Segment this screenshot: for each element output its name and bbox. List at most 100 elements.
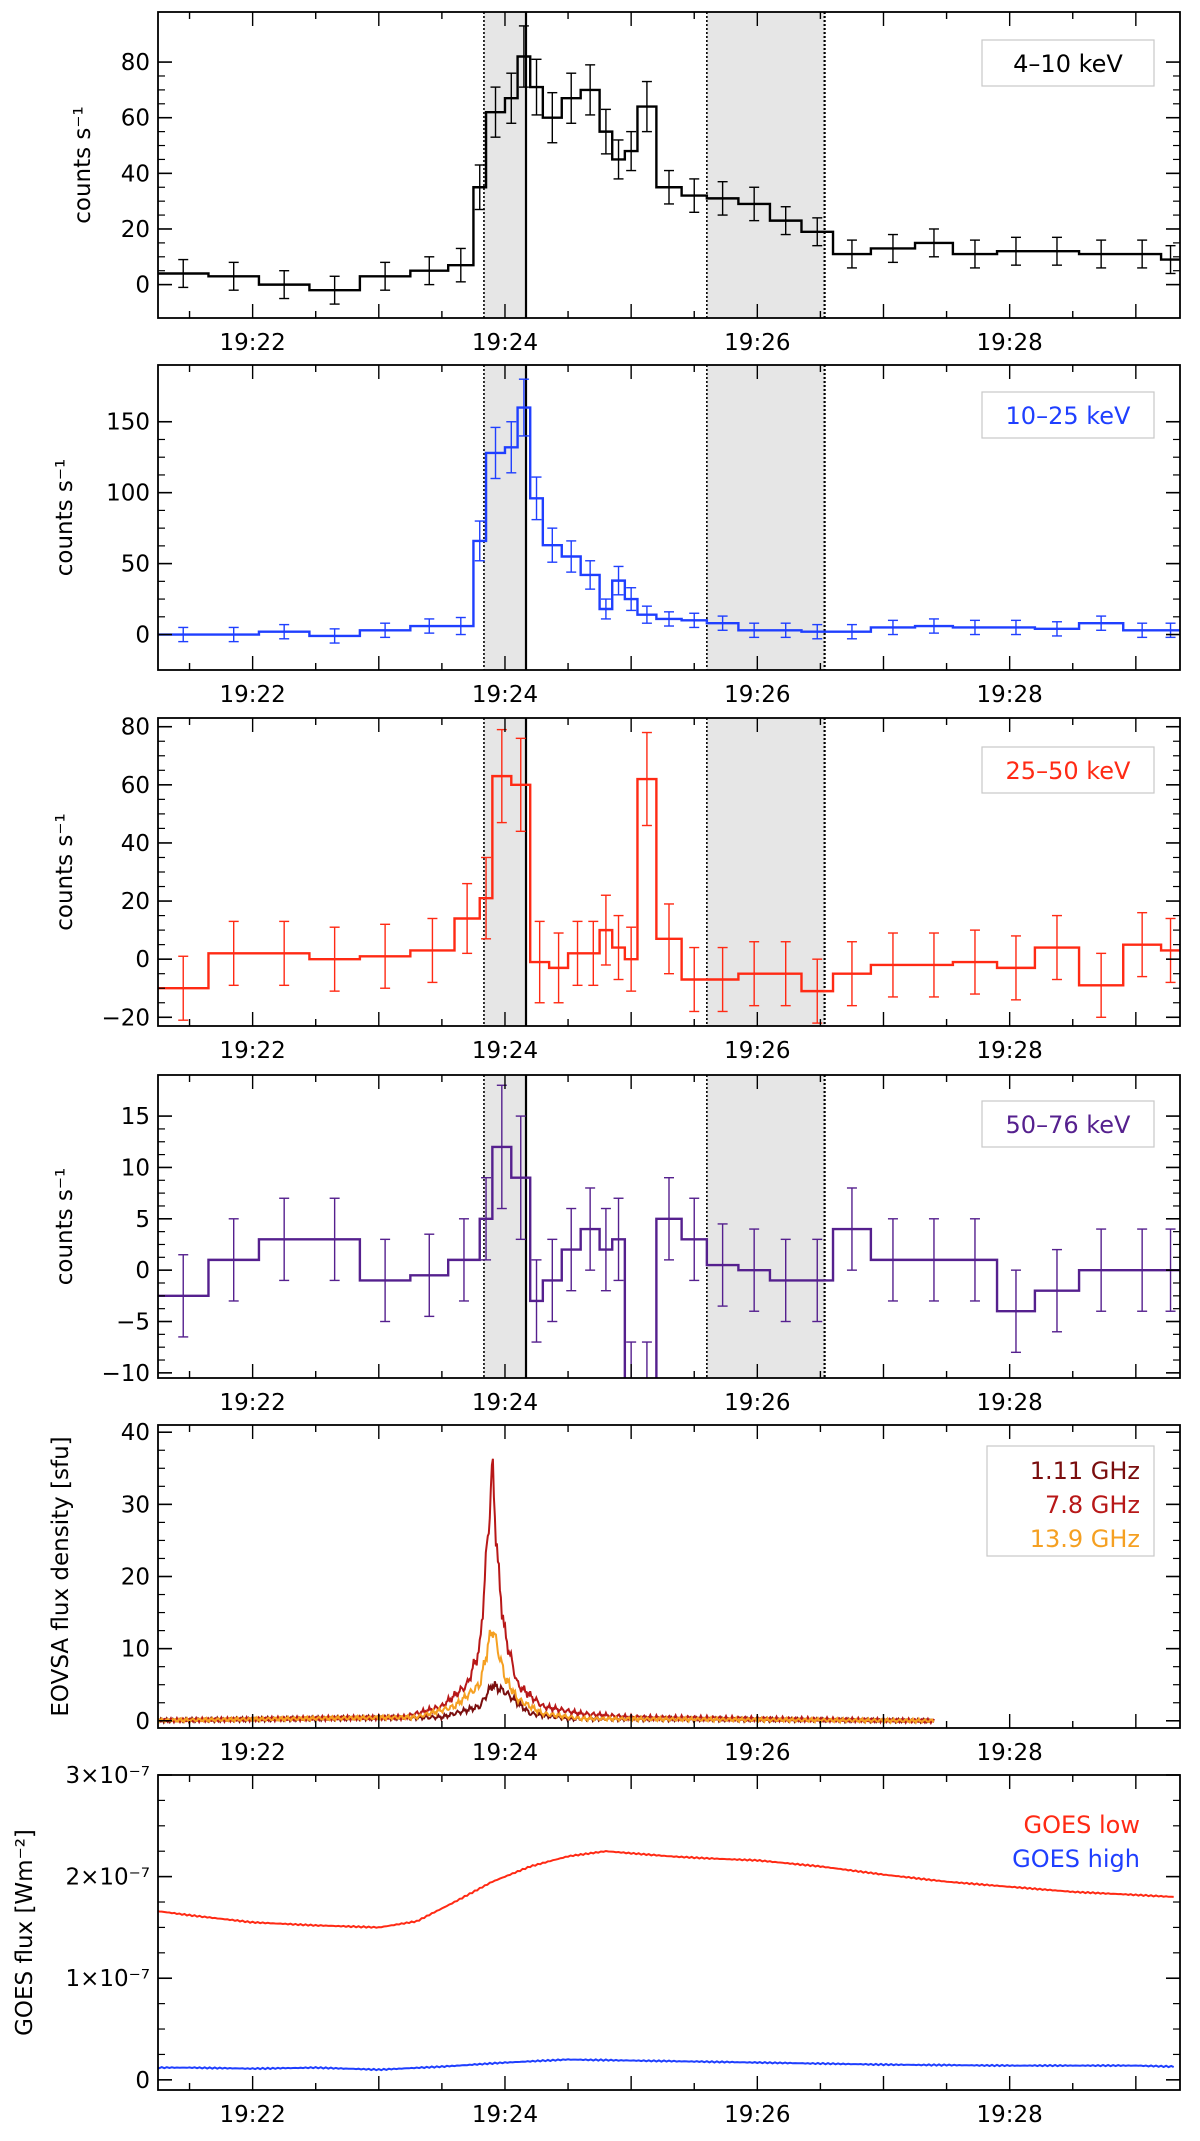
error-bar — [424, 256, 435, 286]
shaded-interval — [483, 718, 527, 1026]
error-bar — [600, 598, 611, 620]
x-tick-label: 19:22 — [219, 330, 285, 356]
y-tick-label: 50 — [121, 552, 150, 578]
y-tick-label: 30 — [121, 1492, 150, 1518]
error-bar — [780, 1238, 791, 1323]
error-bar — [1051, 621, 1062, 637]
error-bar — [928, 1218, 939, 1302]
error-bar — [424, 618, 435, 634]
error-bar — [1010, 935, 1021, 1001]
x-tick-label: 19:26 — [724, 1390, 790, 1416]
error-bar — [531, 58, 542, 116]
error-bar — [566, 72, 577, 124]
error-bar — [279, 270, 290, 300]
x-tick-label: 19:28 — [977, 330, 1043, 356]
error-bar — [455, 616, 466, 636]
series-13-9-ghz — [158, 1629, 935, 1725]
legend-box — [981, 391, 1155, 439]
y-tick-label: 20 — [121, 217, 150, 243]
legend-box — [981, 1100, 1155, 1148]
error-bar — [641, 605, 652, 624]
y-tick-label: 40 — [121, 1420, 150, 1446]
error-bar — [846, 941, 857, 1007]
count-rate-histogram — [158, 406, 1180, 638]
y-tick-label: −10 — [101, 1361, 150, 1387]
error-bar — [279, 1197, 290, 1282]
legend-label: GOES low — [1024, 1811, 1141, 1839]
legend-label: 25–50 keV — [1006, 757, 1132, 785]
y-tick-label: 20 — [121, 1565, 150, 1591]
x-tick-label: 19:26 — [724, 2102, 790, 2128]
error-bar — [506, 72, 517, 124]
x-tick-label: 19:26 — [724, 1038, 790, 1064]
error-bar — [600, 894, 611, 966]
y-tick-label: 2×10⁻⁷ — [65, 1865, 150, 1891]
legend-box — [986, 1445, 1155, 1557]
y-tick-label: 10 — [121, 1637, 150, 1663]
x-tick-label: 19:26 — [724, 682, 790, 708]
error-bar — [928, 618, 939, 634]
error-bar — [664, 611, 674, 627]
error-bar — [689, 178, 700, 213]
error-bar — [969, 619, 980, 636]
x-tick-label: 19:22 — [219, 1740, 285, 1766]
x-tick-label: 19:28 — [977, 682, 1043, 708]
x-tick-label: 19:22 — [219, 1390, 285, 1416]
error-bar — [228, 920, 239, 987]
x-tick-label: 19:24 — [472, 330, 538, 356]
series-goes-low — [158, 1849, 1174, 1929]
error-bar — [887, 932, 898, 998]
error-bar — [812, 217, 823, 247]
legend-label: 7.8 GHz — [1045, 1491, 1140, 1519]
error-bar — [490, 86, 501, 138]
error-bar — [1051, 236, 1062, 266]
x-tick-label: 19:24 — [472, 2102, 538, 2128]
error-bar — [455, 247, 466, 283]
y-tick-label: 100 — [106, 481, 150, 507]
error-bar — [626, 130, 637, 172]
error-bar — [534, 920, 545, 1004]
error-bar — [717, 946, 728, 1013]
legend-box — [981, 39, 1155, 87]
y-tick-label: 5 — [135, 1207, 150, 1233]
y-axis-label: GOES flux [Wm⁻²] — [12, 1829, 38, 2036]
error-bar — [518, 378, 529, 437]
error-bar — [749, 1228, 760, 1312]
plot-frame — [157, 1774, 1181, 2091]
error-bar — [380, 261, 391, 291]
panel-5: 0 10 20 30 40 19:22 19:24 19:26 19:28 EOVSA flux … — [48, 1420, 1181, 1766]
y-tick-label: 40 — [121, 831, 150, 857]
error-bar — [749, 186, 760, 222]
x-tick-label: 19:28 — [977, 2102, 1043, 2128]
y-axis-label: counts s⁻¹ — [70, 106, 96, 224]
error-bar — [380, 1238, 391, 1323]
x-tick-label: 19:26 — [724, 330, 790, 356]
legend-label: GOES high — [1012, 1845, 1140, 1873]
error-bar — [178, 1254, 189, 1338]
y-tick-label: 0 — [135, 623, 150, 649]
error-bar — [279, 920, 290, 987]
error-bar — [1051, 914, 1062, 981]
shaded-interval — [706, 1075, 825, 1378]
error-bar — [518, 25, 529, 88]
error-bar — [1051, 1248, 1062, 1333]
error-bar — [613, 1197, 624, 1282]
error-bar — [427, 917, 438, 984]
y-axis-label: counts s⁻¹ — [52, 1168, 78, 1286]
error-bar — [626, 1341, 637, 1378]
x-tick-label: 19:22 — [219, 1038, 285, 1064]
panel-4: −10 −5 0 5 10 15 19:22 19:24 19:26 19:28 counts s⁻… — [52, 1074, 1181, 1416]
error-bar — [969, 1218, 980, 1302]
panel-2: 0 50 100 150 19:22 19:24 19:26 19:28 counts s⁻¹ 1… — [52, 364, 1181, 708]
y-axis-label: counts s⁻¹ — [52, 459, 78, 577]
error-bar — [1096, 952, 1107, 1018]
legend-label: 13.9 GHz — [1030, 1525, 1140, 1553]
error-bar — [458, 1218, 469, 1302]
plot-frame — [157, 364, 1181, 671]
panel-6: 0 1×10⁻⁷ 2×10⁻⁷ 3×10⁻⁷ 19:22 19:24 19:26 19:28 G… — [12, 1763, 1181, 2128]
error-bar — [1137, 239, 1148, 269]
legend-label: 10–25 keV — [1006, 402, 1132, 430]
error-bar — [531, 1259, 542, 1343]
error-bar — [689, 612, 700, 629]
error-bar — [178, 626, 189, 643]
